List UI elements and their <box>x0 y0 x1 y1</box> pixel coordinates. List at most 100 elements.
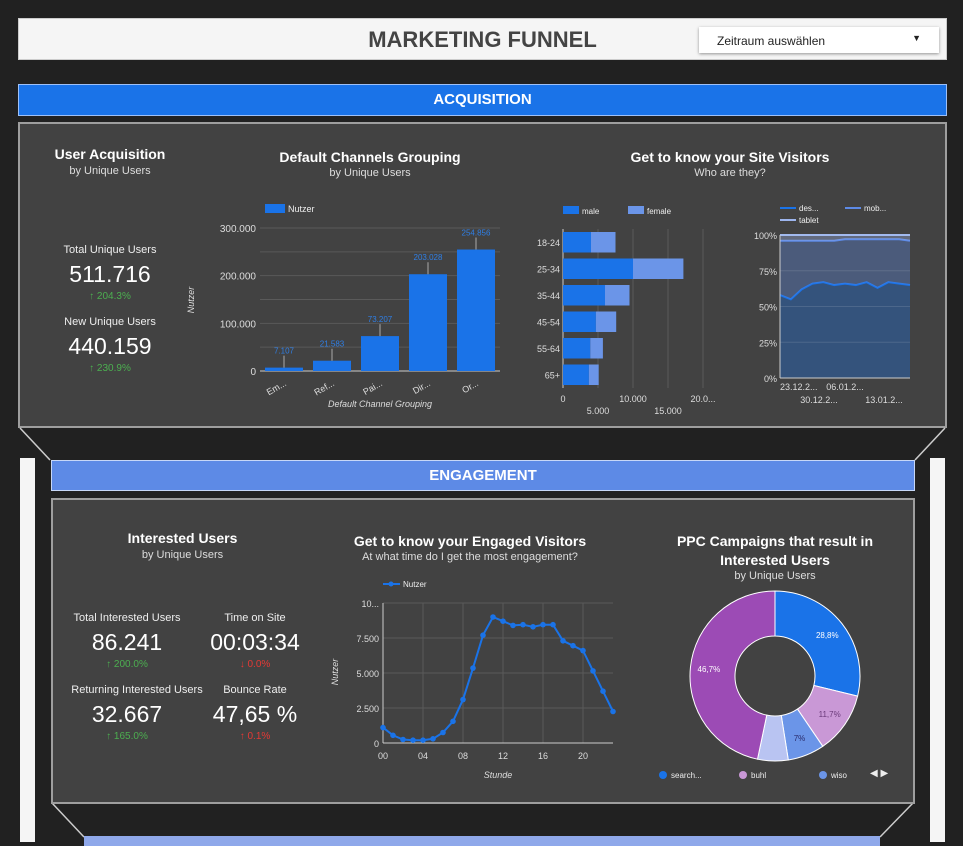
data-point <box>470 665 476 671</box>
data-point <box>510 622 516 629</box>
slice-label: 11,7% <box>819 710 841 719</box>
x-tick-label: 10.000 <box>619 394 647 404</box>
legend-pager[interactable]: ◀ ▶ <box>870 768 889 779</box>
legend-label: Nutzer <box>403 580 427 589</box>
x-tick-label: Or... <box>460 378 480 395</box>
bar-male-35-44 <box>563 285 605 306</box>
total-unique-users-value: 511.716 <box>69 261 151 287</box>
y-tick-label: 75% <box>759 267 777 277</box>
ppc-title: PPC Campaigns that result in <box>676 533 874 549</box>
returning-users-value: 32.667 <box>91 701 163 727</box>
total-interested-users-value: 86.241 <box>91 629 163 655</box>
age-gender-bar-chart: male female 18-24 25-34 35-44 45-54 55-64 65+ 0 5… <box>537 206 716 416</box>
funnel-side-left <box>20 458 35 842</box>
data-point <box>400 736 406 743</box>
date-range-select[interactable]: Zeitraum auswählen ▼ <box>699 27 939 53</box>
bar-female-35-44 <box>605 285 630 306</box>
data-point <box>450 718 456 725</box>
y-tick-label: 25% <box>759 338 777 348</box>
legend-label: wiso <box>830 771 848 780</box>
slice-search... <box>774 590 861 697</box>
page-title: MARKETING FUNNEL <box>368 27 597 52</box>
bar-3 <box>409 274 447 371</box>
y-tick-label: 100.000 <box>220 319 257 330</box>
data-point <box>480 632 486 638</box>
y-tick-label: 55-64 <box>537 344 560 354</box>
legend-dot <box>819 771 827 779</box>
y-tick-label: 300.000 <box>220 224 257 235</box>
header-bar: MARKETING FUNNEL Zeitraum auswählen ▼ <box>18 18 947 60</box>
ppc-donut-chart: 28,8% 11,7% 7% 46,7% search... buhl wiso <box>659 590 861 780</box>
time-on-site-label: Time on Site <box>224 612 286 624</box>
funnel-side-right <box>930 458 945 842</box>
data-point <box>410 737 416 743</box>
x-tick-label: Em... <box>265 378 288 397</box>
channels-title: Default Channels Grouping <box>279 149 461 165</box>
x-tick-label: 04 <box>418 751 428 761</box>
x-tick-label: 5.000 <box>587 406 610 416</box>
bar-female-45-54 <box>595 311 617 332</box>
hourly-line-chart: Nutzer 0 2.500 5.000 7.500 10... 00 04 08 12 16 20 S… <box>330 580 616 780</box>
x-tick-label: 06.01.2... <box>826 382 864 392</box>
y-tick-label: 10... <box>361 599 379 609</box>
y-tick-label: 50% <box>759 303 777 313</box>
bar-female-55-64 <box>590 338 603 359</box>
line-mob... <box>780 238 911 242</box>
y-tick-label: 0 <box>374 739 379 749</box>
date-range-label: Zeitraum auswählen <box>717 34 826 48</box>
data-point <box>380 724 386 731</box>
y-tick-label: 2.500 <box>356 704 379 714</box>
y-tick-label: 7.500 <box>356 634 379 644</box>
data-point <box>610 708 616 715</box>
channels-bar-chart: Nutzer 0 100.000 200.000 300.000 7.107 Em... 21… <box>186 204 500 409</box>
ua-subtitle: by Unique Users <box>69 165 151 177</box>
legend-marker <box>388 581 394 587</box>
legend-label: search... <box>671 771 702 780</box>
bar-2 <box>361 336 399 371</box>
data-point <box>460 696 466 703</box>
bar-female-65+ <box>588 364 599 385</box>
engaged-visitors-subtitle: At what time do I get the most engagemen… <box>362 551 578 563</box>
data-point <box>540 621 546 628</box>
y-tick-label: 25-34 <box>537 265 560 275</box>
next-section-banner <box>84 836 880 846</box>
x-tick-label: 13.01.2... <box>865 395 903 405</box>
data-point <box>530 624 536 630</box>
bounce-rate-label: Bounce Rate <box>223 684 287 696</box>
legend-label: tablet <box>799 216 819 225</box>
data-label: 7.107 <box>274 347 295 356</box>
x-tick-label: 08 <box>458 751 468 761</box>
y-tick-label: 0% <box>764 374 777 384</box>
site-visitors-title: Get to know your Site Visitors <box>630 149 830 165</box>
x-tick-label: 15.000 <box>654 406 682 416</box>
x-tick-label: 20 <box>578 751 588 761</box>
total-interested-users-label: Total Interested Users <box>73 612 181 624</box>
engaged-visitors-title: Get to know your Engaged Visitors <box>353 533 587 549</box>
data-point <box>570 642 576 649</box>
x-axis-title: Stunde <box>484 770 513 780</box>
acquisition-banner: ACQUISITION <box>18 84 947 116</box>
bar-female-18-24 <box>591 232 616 253</box>
area-des... <box>780 282 910 378</box>
legend-swatch <box>563 206 579 214</box>
time-on-site-value: 00:03:34 <box>210 629 300 655</box>
data-point <box>440 729 446 736</box>
y-tick-label: 5.000 <box>356 669 379 679</box>
y-tick-label: 45-54 <box>537 318 560 328</box>
data-point <box>490 614 496 620</box>
legend-dot <box>659 771 667 779</box>
new-unique-users-delta: ↑ 230.9% <box>89 363 131 374</box>
site-visitors-subtitle: Who are they? <box>694 167 766 179</box>
x-tick-label: 23.12.2... <box>780 382 818 392</box>
y-axis-title: Nutzer <box>186 286 196 314</box>
time-on-site-delta: ↓ 0.0% <box>239 659 271 670</box>
legend-label: Nutzer <box>288 204 315 214</box>
legend-swatch <box>265 204 285 213</box>
legend-swatch <box>628 206 644 214</box>
y-tick-label: 65+ <box>545 371 560 381</box>
bar-4 <box>457 249 495 371</box>
x-tick-label: 12 <box>498 751 508 761</box>
x-tick-label: Ref... <box>312 378 336 397</box>
data-point <box>390 732 396 739</box>
bar-male-45-54 <box>563 311 596 332</box>
